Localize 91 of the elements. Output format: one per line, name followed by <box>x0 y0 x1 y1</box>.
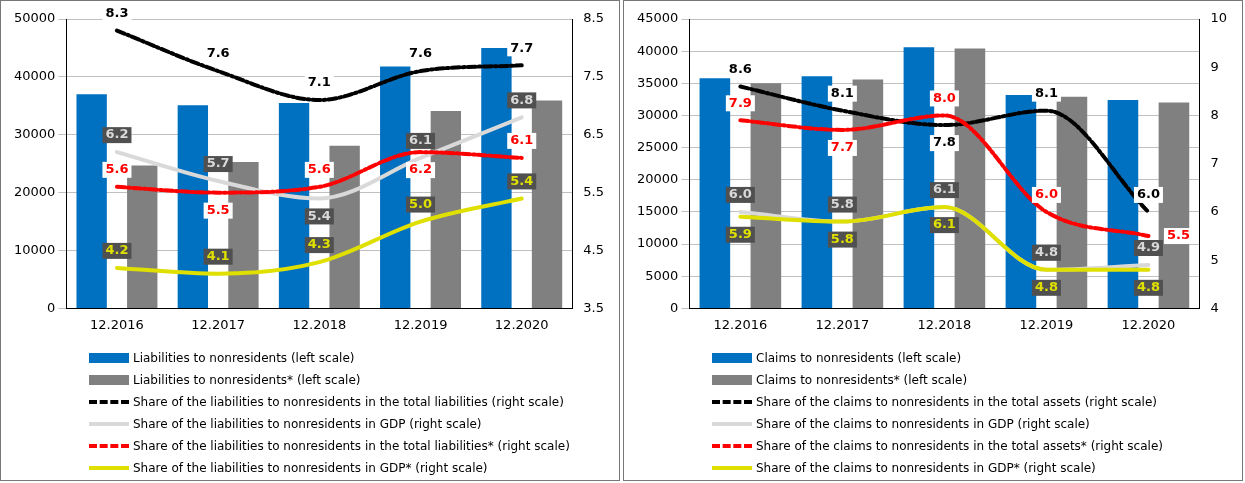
y2-tick-label: 4.5 <box>583 241 605 257</box>
data-label: 7.1 <box>307 74 331 90</box>
data-label: 6.0 <box>1034 186 1058 202</box>
data-label: 5.9 <box>728 226 752 242</box>
data-label: 5.5 <box>206 202 230 218</box>
x-tick-label: 12.2016 <box>90 316 144 332</box>
data-label: 5.7 <box>206 155 230 171</box>
data-label: 6.0 <box>1136 186 1160 202</box>
y2-tick-label: 6.5 <box>583 126 605 142</box>
legend-label: Share of the claims to nonresidents in the total assets (right scale) <box>756 395 1157 409</box>
y-tick-label: 5000 <box>645 267 679 283</box>
x-tick-label: 12.2017 <box>815 316 870 332</box>
data-label: 5.8 <box>830 195 854 211</box>
y2-tick-label: 10 <box>1210 10 1227 26</box>
y2-tick-label: 5 <box>1210 251 1219 267</box>
y2-tick-label: 9 <box>1210 58 1219 74</box>
y-tick-label: 40000 <box>637 42 679 58</box>
legend-label: Share of the liabilities to nonresidents in the total liabilities* (right scale) <box>133 439 570 453</box>
legend-label: Claims to nonresidents* (left scale) <box>756 373 968 387</box>
y2-tick-label: 8.5 <box>583 10 605 26</box>
data-label: 6.1 <box>932 216 956 232</box>
x-tick-label: 12.2020 <box>494 316 549 332</box>
legend-label: Share of the claims to nonresidents in GDP (right scale) <box>756 417 1090 431</box>
data-label: 6.8 <box>510 91 534 107</box>
data-label: 6.1 <box>409 132 433 148</box>
data-label: 7.7 <box>830 139 854 155</box>
data-label: 6.2 <box>105 126 129 142</box>
x-tick-label: 12.2016 <box>713 316 768 332</box>
data-label: 5.8 <box>830 230 854 246</box>
y-tick-label: 0 <box>47 299 56 315</box>
x-tick-label: 12.2019 <box>1019 316 1074 332</box>
legend-label: Claims to nonresidents (left scale) <box>756 351 962 365</box>
data-label: 6.1 <box>510 132 534 148</box>
data-label: 8.6 <box>728 60 752 76</box>
data-label: 8.1 <box>830 85 854 101</box>
data-label: 8.0 <box>932 89 956 105</box>
data-label: 8.1 <box>1034 85 1058 101</box>
data-label: 6.2 <box>409 161 433 177</box>
data-label: 5.6 <box>105 161 129 177</box>
legend-label: Share of the liabilities to nonresidents in GDP (right scale) <box>133 417 482 431</box>
legend-label: Liabilities to nonresidents* (left scale) <box>133 373 361 387</box>
data-label: 4.9 <box>1136 239 1160 255</box>
legend-label: Share of the claims to nonresidents in the total assets* (right scale) <box>756 439 1163 453</box>
y2-tick-label: 7.5 <box>583 68 605 84</box>
y2-tick-label: 7 <box>1210 155 1219 171</box>
y2-tick-label: 5.5 <box>583 184 605 200</box>
legend-label: Share of the liabilities to nonresidents in GDP* (right scale) <box>133 461 488 475</box>
data-label: 7.6 <box>206 45 230 61</box>
data-label: 5.0 <box>409 195 433 211</box>
x-tick-label: 12.2020 <box>1121 316 1176 332</box>
y-tick-label: 35000 <box>637 74 679 90</box>
legend-label: Share of the liabilities to nonresidents in the total liabilities (right scale) <box>133 395 564 409</box>
y-tick-label: 50000 <box>14 10 56 26</box>
x-tick-label: 12.2018 <box>292 316 347 332</box>
legend-label: Liabilities to nonresidents (left scale) <box>133 351 355 365</box>
data-label: 4.1 <box>206 248 230 264</box>
y-tick-label: 30000 <box>637 106 679 122</box>
data-label: 7.6 <box>409 45 433 61</box>
y-tick-label: 20000 <box>637 171 679 187</box>
data-label: 4.8 <box>1034 279 1058 295</box>
data-label: 7.9 <box>728 94 752 110</box>
data-label: 5.6 <box>307 161 331 177</box>
y-tick-label: 30000 <box>14 126 56 142</box>
legend-label: Share of the claims to nonresidents in GDP* (right scale) <box>756 461 1096 475</box>
x-tick-label: 12.2017 <box>191 316 246 332</box>
data-label: 7.7 <box>510 39 534 55</box>
data-label: 5.4 <box>510 172 534 188</box>
data-label: 5.4 <box>307 207 331 223</box>
y-tick-label: 10000 <box>14 241 56 257</box>
data-label: 6.0 <box>728 186 752 202</box>
data-label: 4.8 <box>1034 244 1058 260</box>
data-label: 4.2 <box>105 242 129 258</box>
data-label: 6.1 <box>932 181 956 197</box>
y-tick-label: 25000 <box>637 139 679 154</box>
y2-tick-label: 8 <box>1210 106 1219 122</box>
x-tick-label: 12.2018 <box>917 316 972 332</box>
y2-tick-label: 3.5 <box>583 299 605 315</box>
y-tick-label: 0 <box>670 299 679 315</box>
y2-tick-label: 4 <box>1210 299 1219 315</box>
data-label: 5.5 <box>1166 227 1190 243</box>
y-tick-label: 15000 <box>637 203 679 219</box>
y-tick-label: 10000 <box>637 235 679 251</box>
data-label: 4.8 <box>1136 279 1160 295</box>
y-tick-label: 45000 <box>637 10 679 26</box>
x-tick-label: 12.2019 <box>393 316 448 332</box>
data-label: 8.3 <box>105 4 129 20</box>
y-tick-label: 20000 <box>14 184 56 200</box>
data-label: 4.3 <box>307 236 331 252</box>
y-tick-label: 40000 <box>14 68 56 84</box>
data-label: 7.8 <box>932 134 956 150</box>
y2-tick-label: 6 <box>1210 203 1219 219</box>
